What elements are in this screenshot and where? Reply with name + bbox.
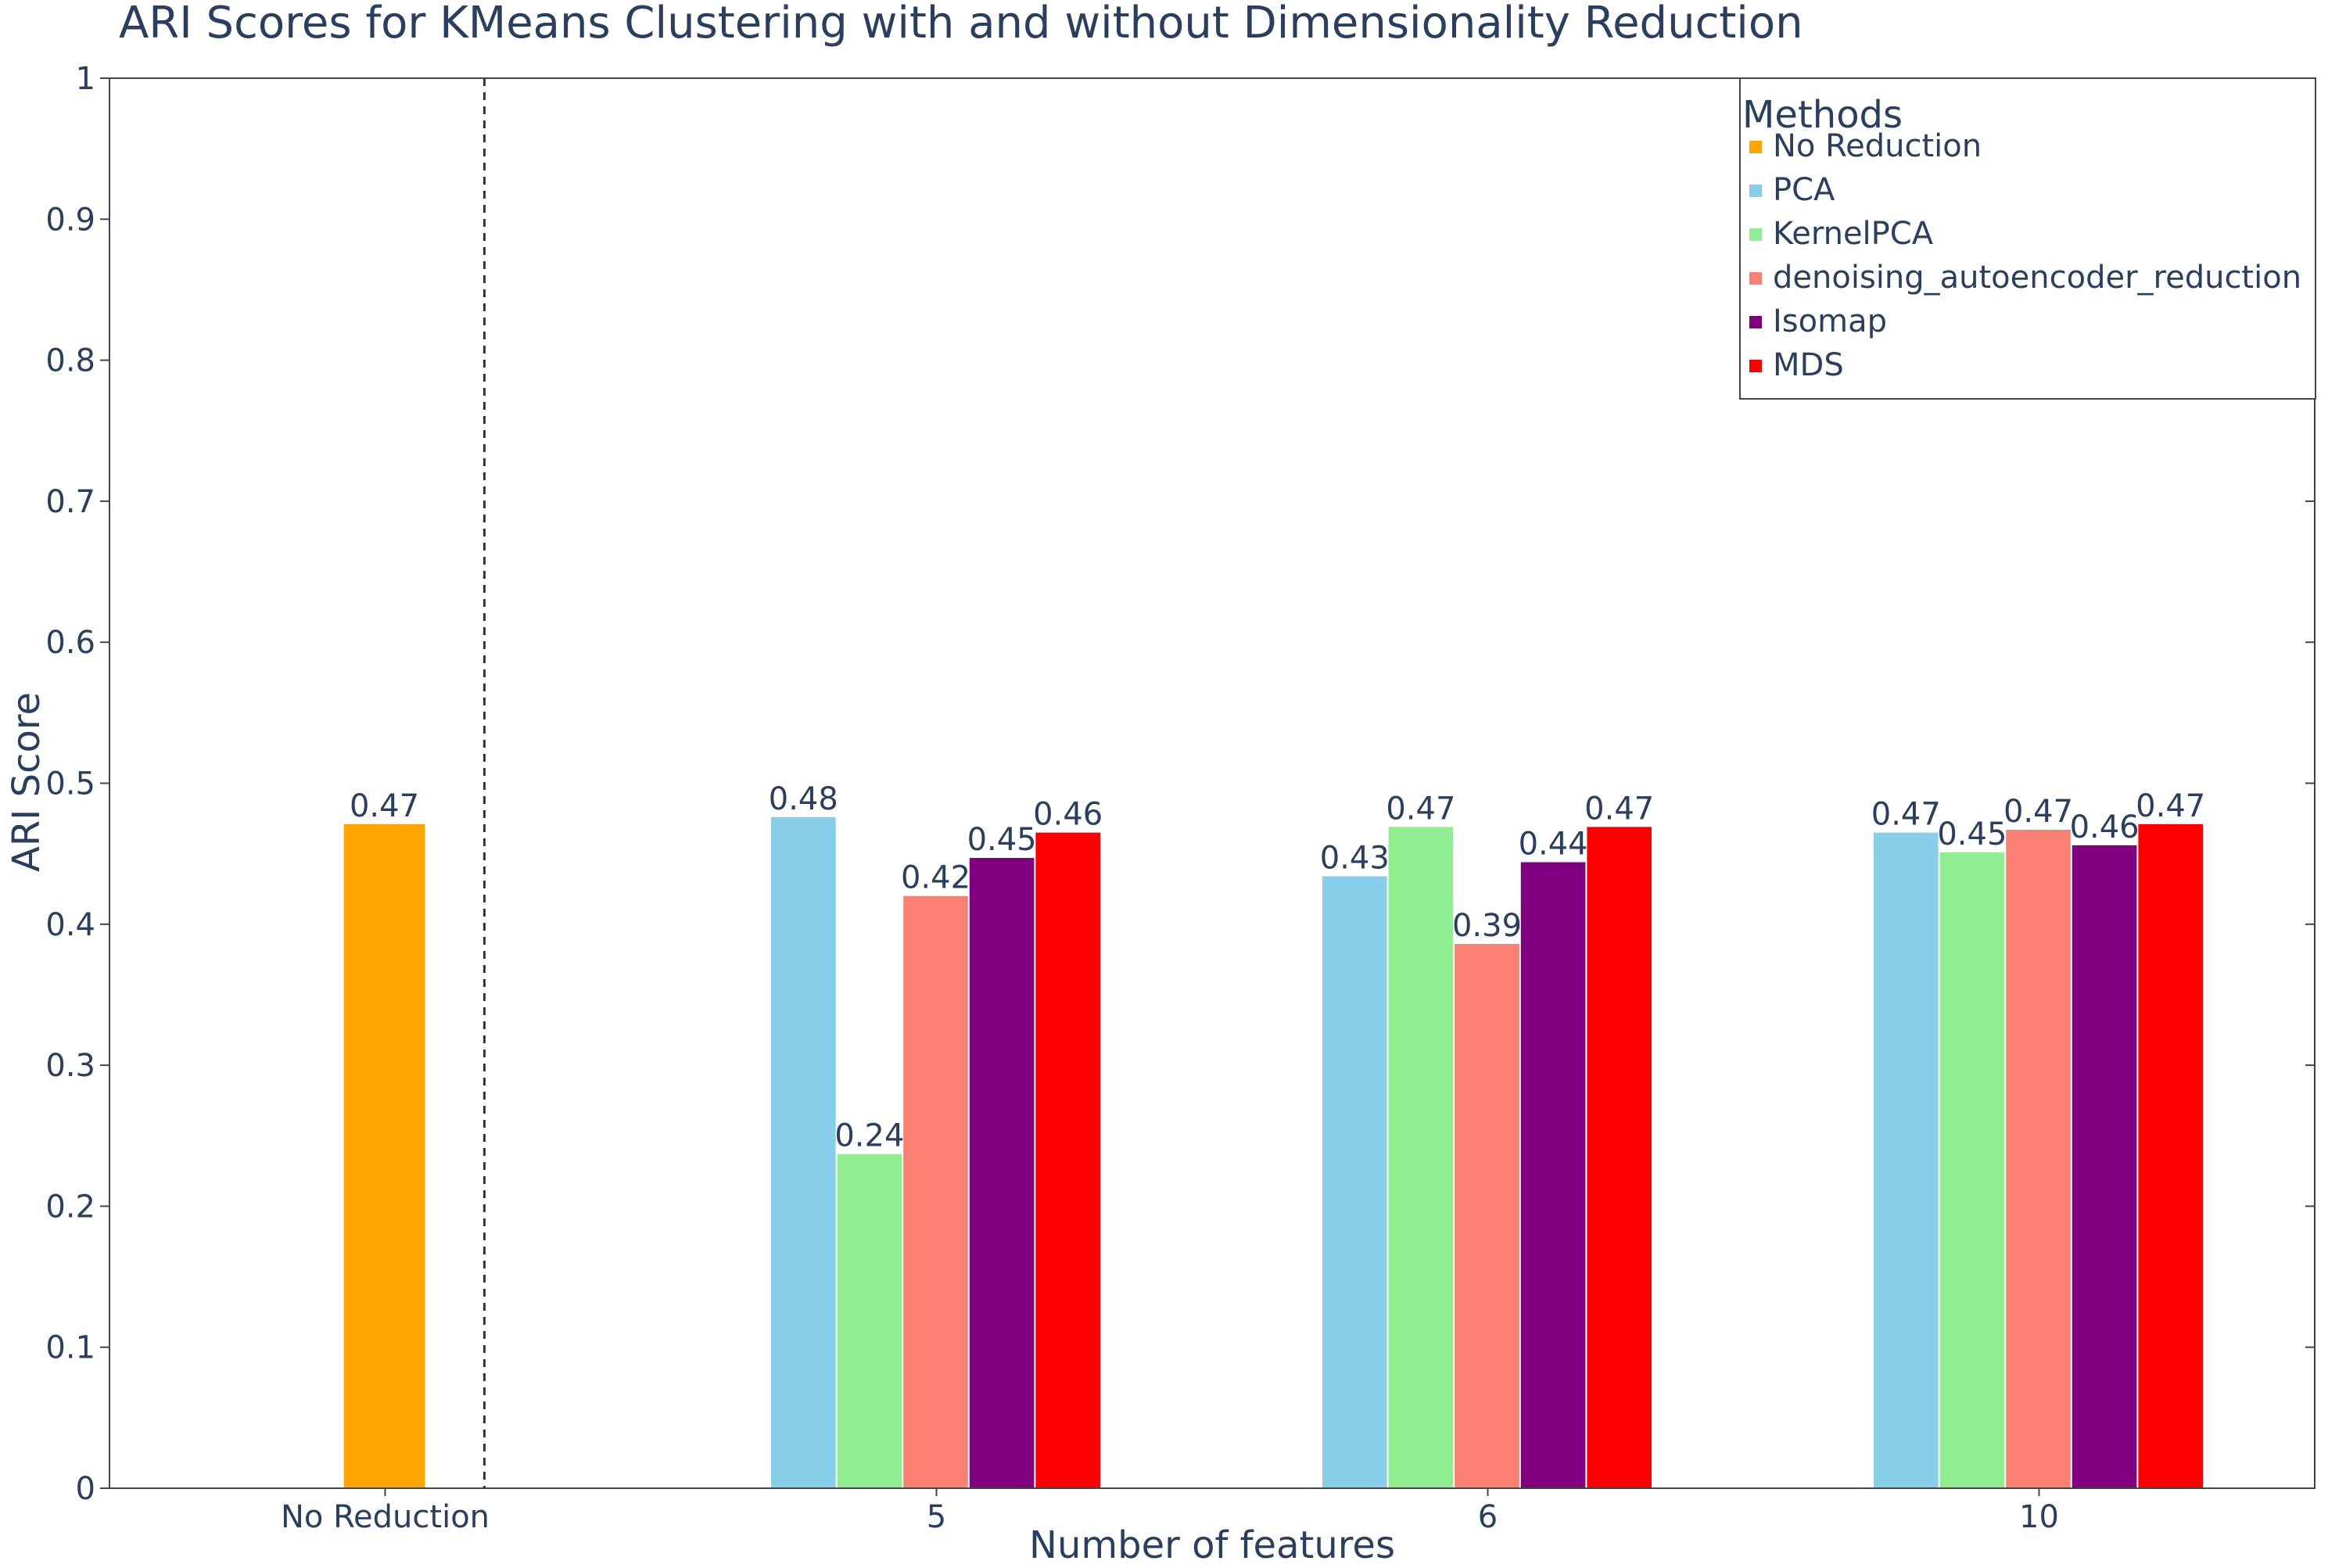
plot-frame <box>109 77 2316 1489</box>
bar-layer <box>343 816 2203 1488</box>
legend-swatch <box>1749 316 1762 328</box>
y-tick-label: 0.2 <box>45 1189 95 1225</box>
x-tick-label: 5 <box>927 1499 946 1535</box>
data-label: 0.46 <box>1033 797 1103 833</box>
x-tick-label: 6 <box>1478 1499 1498 1535</box>
y-tick-label: 0.6 <box>45 625 95 661</box>
data-label: 0.44 <box>1519 826 1588 862</box>
legend-entry: PCA <box>1773 172 1835 208</box>
data-label: 0.47 <box>1871 797 1941 833</box>
data-label: 0.47 <box>2003 794 2073 830</box>
chart-title: ARI Scores for KMeans Clustering with an… <box>119 0 1803 48</box>
legend-swatch <box>1749 228 1762 241</box>
data-label: 0.42 <box>901 860 970 896</box>
bar-isomap-5 <box>969 858 1035 1488</box>
data-label: 0.47 <box>2136 788 2205 824</box>
data-label: 0.47 <box>350 788 419 824</box>
legend-box <box>1739 77 2316 400</box>
data-label: 0.39 <box>1452 908 1522 944</box>
bar-pca-6 <box>1322 876 1387 1488</box>
y-tick-label: 0 <box>76 1471 95 1507</box>
bar-isomap-6 <box>1520 862 1586 1488</box>
data-label: 0.45 <box>967 822 1037 858</box>
x-axis-title: Number of features <box>1029 1523 1395 1564</box>
x-axis: No Reduction 5 6 10 <box>281 1488 2059 1535</box>
bar-mds-6 <box>1587 827 1652 1488</box>
data-label: 0.46 <box>2070 809 2140 845</box>
legend-swatch <box>1749 272 1762 285</box>
y-tick-label: 1 <box>76 61 95 97</box>
y-tick-label: 0.1 <box>45 1330 95 1366</box>
data-label: 0.47 <box>1386 791 1455 827</box>
x-tick-label: No Reduction <box>281 1499 490 1535</box>
y-tick-label: 0.8 <box>45 343 95 379</box>
legend-entry: Isomap <box>1773 303 1887 339</box>
y-tick-label: 0.7 <box>45 484 95 520</box>
y-axis-title: ARI Score <box>5 692 48 872</box>
legend-entry: MDS <box>1773 347 1844 383</box>
bar-isomap-10 <box>2072 845 2137 1488</box>
legend-entry: No Reduction <box>1773 128 1982 164</box>
data-label: 0.48 <box>769 781 838 817</box>
bar-denoising-autoencoder-reduction-10 <box>2006 829 2071 1488</box>
data-label: 0.24 <box>834 1118 904 1154</box>
bar-pca-10 <box>1874 832 1939 1488</box>
bar-kernelpca-5 <box>837 1154 902 1488</box>
y-tick-label: 0.9 <box>45 202 95 238</box>
legend: Methods No Reduction PCA KernelPCA denoisin… <box>1739 77 2316 400</box>
legend-swatch <box>1749 141 1762 153</box>
data-label: 0.47 <box>1584 791 1654 827</box>
data-label: 0.45 <box>1937 816 2007 852</box>
data-label-layer: 0.47 0.480.240.420.450.460.430.470.390.44… <box>350 781 2205 1154</box>
bar-denoising-autoencoder-reduction-6 <box>1455 944 1519 1488</box>
y-tick-label: 0.3 <box>45 1048 95 1084</box>
bar-kernelpca-10 <box>1939 852 2005 1488</box>
bar-kernelpca-6 <box>1388 827 1454 1488</box>
legend-swatch <box>1749 360 1762 372</box>
y-axis: 0 0.1 0.2 0.3 0.4 0.5 0.6 0.7 0.8 0.9 1 <box>45 61 2315 1507</box>
bar-denoising-autoencoder-reduction-5 <box>903 895 968 1488</box>
bar-pca-5 <box>771 816 836 1488</box>
legend-title: Methods <box>1742 93 1903 137</box>
data-label: 0.43 <box>1320 840 1390 876</box>
y-tick-label: 0.4 <box>45 907 95 943</box>
bar-no-reduction-no-reduction <box>343 823 425 1488</box>
x-tick-label: 10 <box>2019 1499 2059 1535</box>
bar-mds-10 <box>2138 823 2203 1488</box>
legend-items: No Reduction PCA KernelPCA denoising_autoen… <box>1749 128 2301 383</box>
legend-swatch <box>1749 185 1762 197</box>
legend-entry: KernelPCA <box>1773 216 1934 252</box>
y-tick-label: 0.5 <box>45 766 95 802</box>
bar-mds-5 <box>1035 832 1100 1488</box>
legend-entry: denoising_autoencoder_reduction <box>1773 260 2301 296</box>
